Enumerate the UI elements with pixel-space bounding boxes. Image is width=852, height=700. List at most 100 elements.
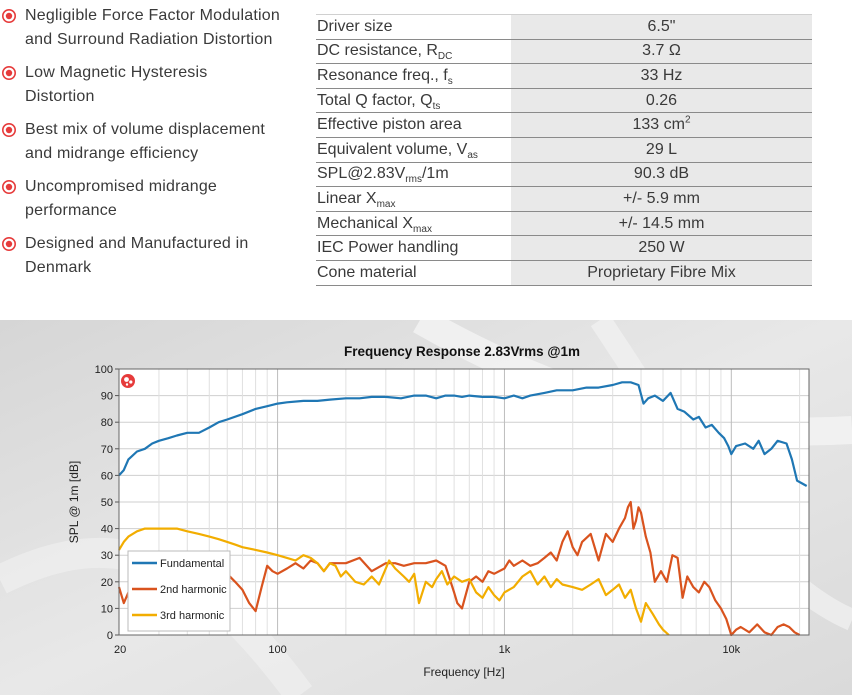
series-group — [117, 381, 808, 637]
feature-list: Negligible Force Factor Modulation and Su… — [0, 4, 305, 289]
y-tick-label: 90 — [101, 391, 113, 403]
spec-label: DC resistance, RDC — [316, 39, 511, 65]
spec-label-text: Total Q factor, Q — [317, 91, 433, 109]
legend-label: 3rd harmonic — [160, 610, 225, 622]
y-tick-label: 10 — [101, 603, 113, 615]
spec-label: Effective piston area — [316, 112, 511, 138]
target-bullet-icon — [2, 237, 16, 251]
spec-value-text: 3.7 Ω — [642, 42, 681, 60]
spec-label-tail: /1m — [421, 165, 449, 183]
spec-label-text: Equivalent volume, V — [317, 140, 468, 158]
spec-value: 3.7 Ω — [511, 39, 812, 65]
spec-row: Effective piston area 133 cm2 — [316, 112, 812, 138]
spec-label: Linear Xmax — [316, 186, 511, 212]
legend-label: Fundamental — [160, 558, 224, 570]
y-tick-label: 0 — [107, 630, 113, 642]
spec-label-subscript: ts — [432, 100, 441, 112]
feature-line-2: and midrange efficiency — [25, 145, 199, 162]
y-tick-label: 70 — [101, 444, 113, 456]
plot-frame — [118, 368, 810, 636]
spec-value-text: +/- 14.5 mm — [618, 214, 705, 232]
spec-label-text: IEC Power handling — [317, 239, 459, 257]
spec-label-text: Effective piston area — [317, 116, 462, 134]
spec-value: 6.5" — [511, 14, 812, 40]
legend-box — [127, 550, 231, 632]
spec-value-text: 0.26 — [645, 91, 678, 109]
feature-line-1: Designed and Manufactured in — [25, 235, 249, 252]
spec-value-text: +/- 5.9 mm — [623, 189, 700, 207]
feature-item: Designed and Manufactured in Denmark — [0, 232, 305, 280]
spec-value: 29 L — [511, 137, 812, 163]
x-tick-label: 20 — [114, 644, 126, 656]
feature-line-1: Low Magnetic Hysteresis — [25, 64, 208, 81]
spec-row: SPL@2.83Vrms/1m 90.3 dB — [316, 162, 812, 188]
y-tick-label: 80 — [101, 417, 113, 429]
spec-label-text: DC resistance, R — [317, 42, 438, 60]
legend-label: 2nd harmonic — [160, 584, 227, 596]
target-bullet-icon — [2, 180, 16, 194]
legend: Fundamental 2nd harmonic 3rd harmonic — [127, 550, 231, 632]
spec-label: Resonance freq., fs — [316, 63, 511, 89]
spec-value-text: 6.5" — [647, 17, 676, 35]
y-axis-label: SPL @ 1m [dB] — [67, 461, 81, 543]
spec-label-subscript: as — [467, 149, 478, 161]
chart-svg: Frequency Response 2.83Vrms @1m 0 10 20 30 4… — [0, 307, 852, 700]
spec-value-text: 29 L — [645, 140, 678, 158]
spec-row: Cone material Proprietary Fibre Mix — [316, 260, 812, 286]
spec-row: Mechanical Xmax +/- 14.5 mm — [316, 211, 812, 237]
spec-label-text: Cone material — [317, 263, 417, 281]
y-tick-label: 20 — [101, 577, 113, 589]
spec-value: 33 Hz — [511, 63, 812, 89]
spec-label: Total Q factor, Qts — [316, 88, 511, 114]
spec-label: Equivalent volume, Vas — [316, 137, 511, 163]
x-axis: 20 100 1k 10k — [114, 644, 741, 656]
spec-value: 250 W — [511, 235, 812, 261]
spec-label-text: Driver size — [317, 17, 393, 35]
target-bullet-icon — [2, 123, 16, 137]
x-tick-label: 100 — [268, 644, 286, 656]
y-tick-label: 100 — [95, 364, 113, 376]
feature-line-2: Denmark — [25, 259, 92, 276]
y-tick-label: 50 — [101, 497, 113, 509]
target-bullet-icon — [2, 66, 16, 80]
x-axis-label: Frequency [Hz] — [423, 665, 504, 679]
feature-line-1: Negligible Force Factor Modulation — [25, 7, 280, 24]
target-bullet-icon — [2, 9, 16, 23]
spec-label-text: Mechanical X — [317, 214, 414, 232]
spec-row: Driver size 6.5" — [316, 14, 812, 40]
spec-value: +/- 5.9 mm — [511, 186, 812, 212]
spec-row: Linear Xmax +/- 5.9 mm — [316, 186, 812, 212]
y-axis: 0 10 20 30 40 50 60 70 80 90 100 — [95, 364, 119, 642]
spec-label-subscript: DC — [437, 51, 453, 63]
spec-label: IEC Power handling — [316, 235, 511, 261]
spec-value: +/- 14.5 mm — [511, 211, 812, 237]
chart-title: Frequency Response 2.83Vrms @1m — [344, 344, 580, 359]
feature-item: Best mix of volume displacement and midra… — [0, 118, 305, 166]
spec-label: Mechanical Xmax — [316, 211, 511, 237]
brand-logo-icon — [121, 374, 135, 388]
y-tick-label: 30 — [101, 550, 113, 562]
spec-value-text: 133 cm — [632, 116, 685, 134]
feature-line-2: Distortion — [25, 88, 95, 105]
spec-value-text: 90.3 dB — [633, 165, 690, 183]
spec-value-superscript: 2 — [684, 114, 691, 126]
y-tick-label: 40 — [101, 524, 113, 536]
spec-label-text: Resonance freq., f — [317, 66, 448, 84]
spec-label: Driver size — [316, 14, 511, 40]
spec-row: DC resistance, RDC 3.7 Ω — [316, 39, 812, 65]
series-line-fundamental — [118, 381, 808, 487]
spec-label: Cone material — [316, 260, 511, 286]
spec-value: 0.26 — [511, 88, 812, 114]
spec-label-subscript: max — [376, 199, 396, 211]
x-tick-label: 1k — [499, 644, 511, 656]
y-tick-label: 60 — [101, 470, 113, 482]
feature-line-2: performance — [25, 202, 118, 219]
spec-label-subscript: max — [413, 223, 432, 235]
spec-label-text: Linear X — [317, 189, 377, 207]
spec-row: Total Q factor, Qts 0.26 — [316, 88, 812, 114]
spec-table: Driver size 6.5" DC resistance, RDC 3.7 Ω Re… — [316, 14, 812, 286]
series-line-harmonic3 — [118, 527, 670, 636]
feature-item: Uncompromised midrange performance — [0, 175, 305, 223]
spec-value: 133 cm2 — [511, 112, 812, 138]
spec-value-text: Proprietary Fibre Mix — [587, 263, 736, 281]
